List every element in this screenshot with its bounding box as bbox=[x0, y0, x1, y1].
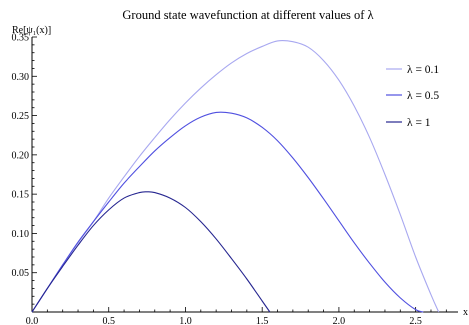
y-tick-label: 0.35 bbox=[12, 33, 30, 44]
x-tick-label: 0.5 bbox=[102, 316, 115, 325]
series-line-3 bbox=[31, 191, 271, 313]
y-tick-label: 0.15 bbox=[12, 190, 30, 201]
y-tick-label: 0.05 bbox=[12, 268, 30, 279]
y-axis-label: Re[ψ₁(x)] bbox=[12, 25, 51, 36]
x-tick-label: 2.5 bbox=[409, 316, 422, 325]
y-tick-label: 0.20 bbox=[12, 150, 30, 161]
y-tick-label: 0.25 bbox=[12, 111, 30, 122]
legend-label: λ = 1 bbox=[407, 117, 431, 129]
series-line-2 bbox=[31, 111, 424, 313]
x-tick-label: 0.0 bbox=[26, 316, 39, 325]
x-tick-label: 2.0 bbox=[333, 316, 346, 325]
x-axis-label: x bbox=[463, 307, 468, 318]
series-line-1 bbox=[31, 40, 440, 313]
axis-ticks: 0.0 0.5 1.0 1.5 2.0 2.5 0.05 0.10 0.15 0.20 0.25 0.… bbox=[12, 33, 447, 325]
legend-label: λ = 0.5 bbox=[407, 90, 439, 102]
y-tick-label: 0.10 bbox=[12, 229, 30, 240]
chart-title: Ground state wavefunction at different v… bbox=[122, 8, 373, 22]
legend: λ = 0.1 λ = 0.5 λ = 1 bbox=[386, 64, 439, 129]
y-tick-label: 0.30 bbox=[12, 72, 30, 83]
legend-label: λ = 0.1 bbox=[407, 64, 439, 76]
plot-curves bbox=[31, 40, 440, 313]
x-tick-label: 1.0 bbox=[179, 316, 192, 325]
x-tick-label: 1.5 bbox=[256, 316, 269, 325]
